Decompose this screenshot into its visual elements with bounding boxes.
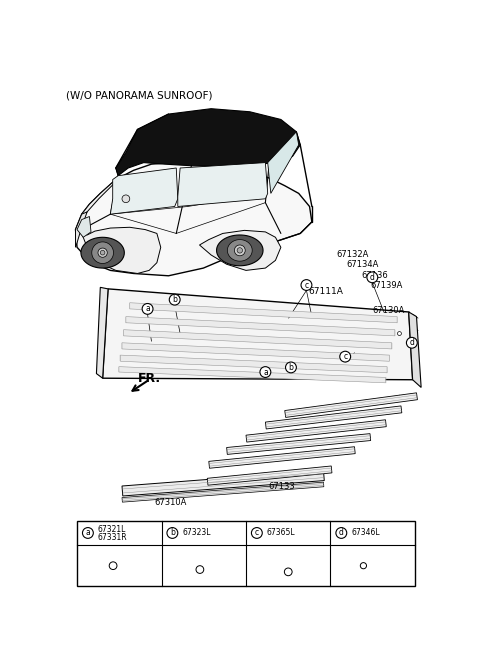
Text: b: b — [172, 295, 177, 304]
Text: b: b — [288, 363, 293, 372]
Text: FR.: FR. — [137, 372, 161, 385]
Text: 67310A: 67310A — [155, 498, 187, 506]
Polygon shape — [409, 312, 421, 387]
Text: 67133: 67133 — [268, 482, 295, 491]
Polygon shape — [130, 303, 397, 323]
Text: 67321L: 67321L — [98, 524, 126, 534]
Text: a: a — [263, 367, 268, 377]
Polygon shape — [96, 287, 108, 378]
Circle shape — [252, 528, 262, 538]
Circle shape — [260, 367, 271, 377]
Polygon shape — [268, 132, 299, 193]
Circle shape — [234, 245, 245, 256]
Text: 67365L: 67365L — [267, 528, 296, 538]
Polygon shape — [265, 406, 402, 429]
Circle shape — [367, 272, 378, 283]
Polygon shape — [216, 235, 263, 265]
Text: 67323L: 67323L — [182, 528, 211, 538]
Polygon shape — [122, 343, 389, 361]
Polygon shape — [200, 230, 281, 270]
Text: c: c — [343, 352, 347, 361]
Polygon shape — [227, 434, 371, 454]
Circle shape — [142, 303, 153, 314]
Polygon shape — [110, 168, 178, 214]
Polygon shape — [75, 163, 312, 276]
Text: c: c — [255, 528, 259, 538]
Circle shape — [336, 528, 347, 538]
Text: c: c — [304, 281, 309, 289]
Polygon shape — [123, 330, 392, 349]
Polygon shape — [119, 367, 385, 383]
Polygon shape — [120, 355, 387, 373]
Circle shape — [167, 528, 178, 538]
Polygon shape — [209, 447, 355, 468]
Circle shape — [286, 362, 296, 373]
Bar — [77, 520, 415, 586]
Text: 67134A: 67134A — [347, 260, 379, 269]
Circle shape — [407, 338, 417, 348]
Polygon shape — [77, 216, 91, 237]
Circle shape — [397, 332, 401, 336]
Polygon shape — [82, 227, 161, 273]
Text: d: d — [339, 528, 344, 538]
Polygon shape — [178, 163, 268, 207]
Text: d: d — [409, 338, 414, 348]
Text: (W/O PANORAMA SUNROOF): (W/O PANORAMA SUNROOF) — [66, 90, 213, 100]
Circle shape — [301, 279, 312, 291]
Circle shape — [340, 352, 350, 362]
Text: 67139A: 67139A — [371, 281, 403, 290]
Polygon shape — [122, 471, 324, 496]
Circle shape — [169, 295, 180, 305]
Polygon shape — [228, 240, 252, 261]
Circle shape — [100, 250, 105, 255]
Polygon shape — [116, 109, 300, 175]
Text: a: a — [85, 528, 90, 538]
Circle shape — [196, 566, 204, 573]
Circle shape — [109, 562, 117, 569]
Polygon shape — [246, 420, 386, 442]
Polygon shape — [126, 316, 395, 336]
Polygon shape — [285, 393, 418, 418]
Polygon shape — [122, 482, 324, 502]
Text: a: a — [145, 305, 150, 313]
Polygon shape — [81, 237, 124, 268]
Text: 67136: 67136 — [361, 271, 388, 279]
Text: 67111A: 67111A — [308, 287, 343, 297]
Circle shape — [237, 248, 242, 253]
Text: 67331R: 67331R — [98, 533, 128, 542]
Text: d: d — [370, 273, 375, 282]
Circle shape — [83, 528, 93, 538]
Polygon shape — [82, 175, 126, 218]
Text: 67130A: 67130A — [372, 307, 405, 315]
Polygon shape — [207, 466, 332, 485]
Circle shape — [98, 248, 107, 258]
Text: b: b — [170, 528, 175, 538]
Text: 67132A: 67132A — [336, 250, 368, 260]
Text: 67346L: 67346L — [351, 528, 380, 538]
Polygon shape — [75, 212, 87, 248]
Polygon shape — [92, 242, 113, 263]
Polygon shape — [103, 289, 413, 380]
Circle shape — [360, 563, 367, 569]
Circle shape — [122, 195, 130, 203]
Circle shape — [284, 568, 292, 576]
